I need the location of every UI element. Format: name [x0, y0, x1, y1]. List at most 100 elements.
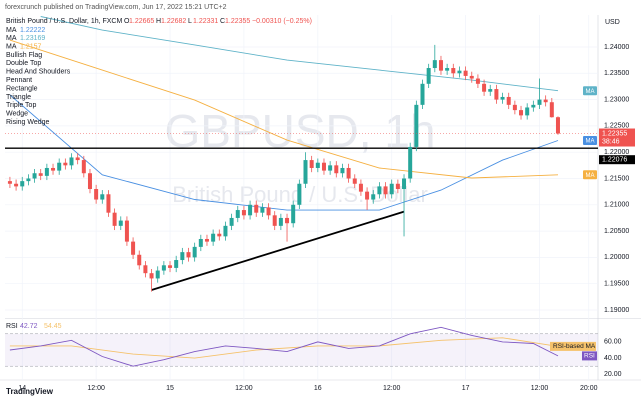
- moving-average: [9, 94, 559, 211]
- rsi-ma-badge: [550, 341, 596, 351]
- candle-body: [32, 173, 37, 179]
- symbol: British Pound / U.S. Dollar, 1h, FXCM: [6, 18, 122, 25]
- candle-body: [426, 68, 431, 84]
- header: forexcrunch published on TradingView.com…: [5, 4, 227, 11]
- ma-legend-value: 1.23169: [20, 35, 45, 42]
- candle-body: [137, 254, 142, 266]
- pattern-label: Pennant: [6, 77, 32, 84]
- ohlc-key: O: [124, 18, 130, 25]
- candle-body: [303, 160, 308, 184]
- pattern-label: Rising Wedge: [6, 119, 50, 126]
- candle-body: [371, 194, 376, 200]
- pattern-label: Bullish Flag: [6, 52, 42, 59]
- candle-body: [143, 265, 148, 274]
- candle-body: [241, 210, 246, 216]
- candle-body: [254, 204, 259, 213]
- y-tick-label: 1.19500: [604, 281, 629, 288]
- candle-body: [229, 217, 234, 226]
- candle-body: [469, 75, 474, 79]
- candle-body: [395, 183, 400, 190]
- x-tick-label: 16: [314, 385, 322, 392]
- candle-body: [494, 89, 499, 100]
- candle-body: [44, 167, 49, 176]
- moving-average: [9, 39, 559, 179]
- grid: [5, 15, 598, 380]
- candle-body: [87, 173, 92, 190]
- candle-body: [180, 252, 185, 261]
- y-tick-label: 1.22000: [604, 149, 629, 156]
- candle-body: [112, 212, 117, 226]
- candle-body: [482, 83, 487, 92]
- candle-body: [365, 191, 370, 200]
- candle-body: [124, 220, 129, 242]
- trendline: [151, 210, 405, 291]
- candle-body: [432, 60, 437, 69]
- candle-body: [100, 194, 105, 200]
- rsi-ma-legend-value: 54.45: [44, 323, 62, 330]
- countdown: 38:46: [602, 138, 620, 145]
- candle-body: [272, 215, 277, 226]
- y-tick-label: 1.21000: [604, 202, 629, 209]
- candle-body: [291, 204, 296, 224]
- candle-body: [555, 117, 560, 134]
- candle-body: [340, 167, 345, 174]
- y-tick-label: 1.23500: [604, 70, 629, 77]
- candle-body: [321, 162, 326, 171]
- last-price-box: [599, 128, 635, 147]
- ma-legend-value: 1.2157: [20, 43, 42, 50]
- x-tick-label: 12:00: [87, 385, 105, 392]
- pattern-label: Triangle: [6, 94, 31, 101]
- y-tick-label: 1.24000: [604, 44, 629, 51]
- rsi-ma-badge-text: RSI-based MA: [553, 343, 596, 350]
- candle-body: [519, 110, 524, 116]
- pattern-label: Wedge: [6, 111, 28, 118]
- candle-body: [174, 260, 179, 268]
- candle-body: [278, 217, 283, 226]
- candle-body: [260, 207, 265, 213]
- candle-body: [475, 78, 480, 84]
- candle-body: [389, 183, 394, 195]
- ma-badge: [583, 136, 597, 146]
- candle-body: [7, 181, 12, 184]
- candle-body: [198, 238, 203, 247]
- rsi-legend: RSI: [6, 323, 18, 330]
- candle-body: [402, 178, 407, 190]
- x-tick-label: 17: [462, 385, 470, 392]
- candle-body: [358, 183, 363, 192]
- candle-body: [438, 60, 443, 71]
- candle-body: [248, 204, 253, 216]
- candle-body: [377, 186, 382, 195]
- footer-logo: TradingView: [6, 387, 54, 396]
- candle-body: [168, 265, 173, 268]
- rsi-badge-text: RSI: [584, 353, 595, 360]
- candle-body: [512, 104, 517, 111]
- candle-body: [420, 83, 425, 105]
- y-tick-label: 1.21500: [604, 175, 629, 182]
- rsi-tick-label: 60.00: [604, 339, 622, 346]
- plot: 1.19000 1.19500 1.20000 1.20500 1.21000 1.215…: [5, 16, 635, 392]
- candle-body: [543, 99, 548, 103]
- ohlc-key: C: [220, 18, 225, 25]
- ohlc-key: H: [156, 18, 161, 25]
- candle-body: [223, 225, 228, 237]
- candle-body: [334, 165, 339, 174]
- candle-body: [51, 167, 56, 171]
- ohlc-value: 1.22665: [129, 18, 154, 25]
- candle-body: [63, 162, 68, 166]
- y-tick-label: 1.22500: [604, 123, 629, 130]
- candle-body: [445, 68, 450, 71]
- candle-body: [408, 146, 413, 179]
- candle-body: [457, 70, 462, 74]
- candle-body: [118, 220, 123, 226]
- candle-body: [81, 160, 86, 174]
- candle-body: [309, 160, 314, 168]
- x-tick-label: 20:00: [580, 385, 598, 392]
- candle-body: [383, 186, 388, 195]
- ohlc-key: L: [188, 18, 192, 25]
- candle-body: [488, 89, 493, 92]
- candle-body: [186, 252, 191, 258]
- y-tick-label: 1.23000: [604, 96, 629, 103]
- candle-body: [38, 173, 43, 176]
- candle-body: [463, 70, 468, 76]
- rsi-ma-line: [9, 337, 559, 359]
